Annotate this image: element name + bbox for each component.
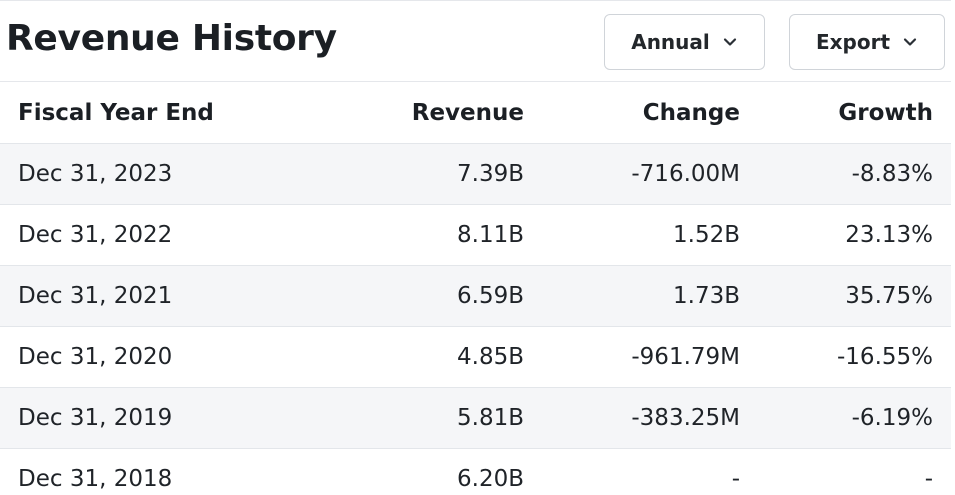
cell-growth: -16.55% <box>758 325 951 387</box>
column-header-change[interactable]: Change <box>642 99 740 126</box>
cell-change: -383.25M <box>542 386 758 448</box>
cell-change: - <box>542 447 758 495</box>
column-header-growth[interactable]: Growth <box>838 99 933 126</box>
table-row: Dec 31, 2023 7.39B -716.00M -8.83% <box>0 142 951 204</box>
chevron-down-icon <box>902 34 918 50</box>
cell-revenue: 7.39B <box>320 142 542 204</box>
cell-growth: 35.75% <box>758 264 951 326</box>
cell-change: -961.79M <box>542 325 758 387</box>
top-divider <box>0 0 951 1</box>
period-select-button[interactable]: Annual <box>604 14 765 70</box>
cell-fiscal-year-end: Dec 31, 2018 <box>0 447 320 495</box>
chevron-down-icon <box>722 34 738 50</box>
column-header-revenue[interactable]: Revenue <box>411 99 524 126</box>
cell-revenue: 6.20B <box>320 447 542 495</box>
cell-fiscal-year-end: Dec 31, 2020 <box>0 325 320 387</box>
export-button[interactable]: Export <box>789 14 945 70</box>
table-row: Dec 31, 2018 6.20B - - <box>0 447 951 495</box>
cell-change: 1.73B <box>542 264 758 326</box>
cell-growth: 23.13% <box>758 203 951 265</box>
column-header-fiscal-year-end[interactable]: Fiscal Year End <box>18 99 214 126</box>
table-header-row: Fiscal Year End Revenue Change Growth <box>0 83 951 143</box>
cell-revenue: 6.59B <box>320 264 542 326</box>
cell-fiscal-year-end: Dec 31, 2022 <box>0 203 320 265</box>
cell-revenue: 4.85B <box>320 325 542 387</box>
cell-revenue: 8.11B <box>320 203 542 265</box>
cell-revenue: 5.81B <box>320 386 542 448</box>
revenue-table: Fiscal Year End Revenue Change Growth De… <box>0 83 951 495</box>
cell-fiscal-year-end: Dec 31, 2019 <box>0 386 320 448</box>
table-row: Dec 31, 2020 4.85B -961.79M -16.55% <box>0 325 951 387</box>
cell-growth: -6.19% <box>758 386 951 448</box>
table-row: Dec 31, 2019 5.81B -383.25M -6.19% <box>0 386 951 448</box>
table-row: Dec 31, 2022 8.11B 1.52B 23.13% <box>0 203 951 265</box>
cell-growth: -8.83% <box>758 142 951 204</box>
page-title: Revenue History <box>6 18 337 59</box>
cell-change: -716.00M <box>542 142 758 204</box>
export-button-label: Export <box>815 30 891 54</box>
cell-fiscal-year-end: Dec 31, 2021 <box>0 264 320 326</box>
period-select-label: Annual <box>631 30 710 54</box>
panel-header: Revenue History Annual Export <box>0 0 951 82</box>
cell-growth: - <box>758 447 951 495</box>
cell-fiscal-year-end: Dec 31, 2023 <box>0 142 320 204</box>
cell-change: 1.52B <box>542 203 758 265</box>
table-row: Dec 31, 2021 6.59B 1.73B 35.75% <box>0 264 951 326</box>
